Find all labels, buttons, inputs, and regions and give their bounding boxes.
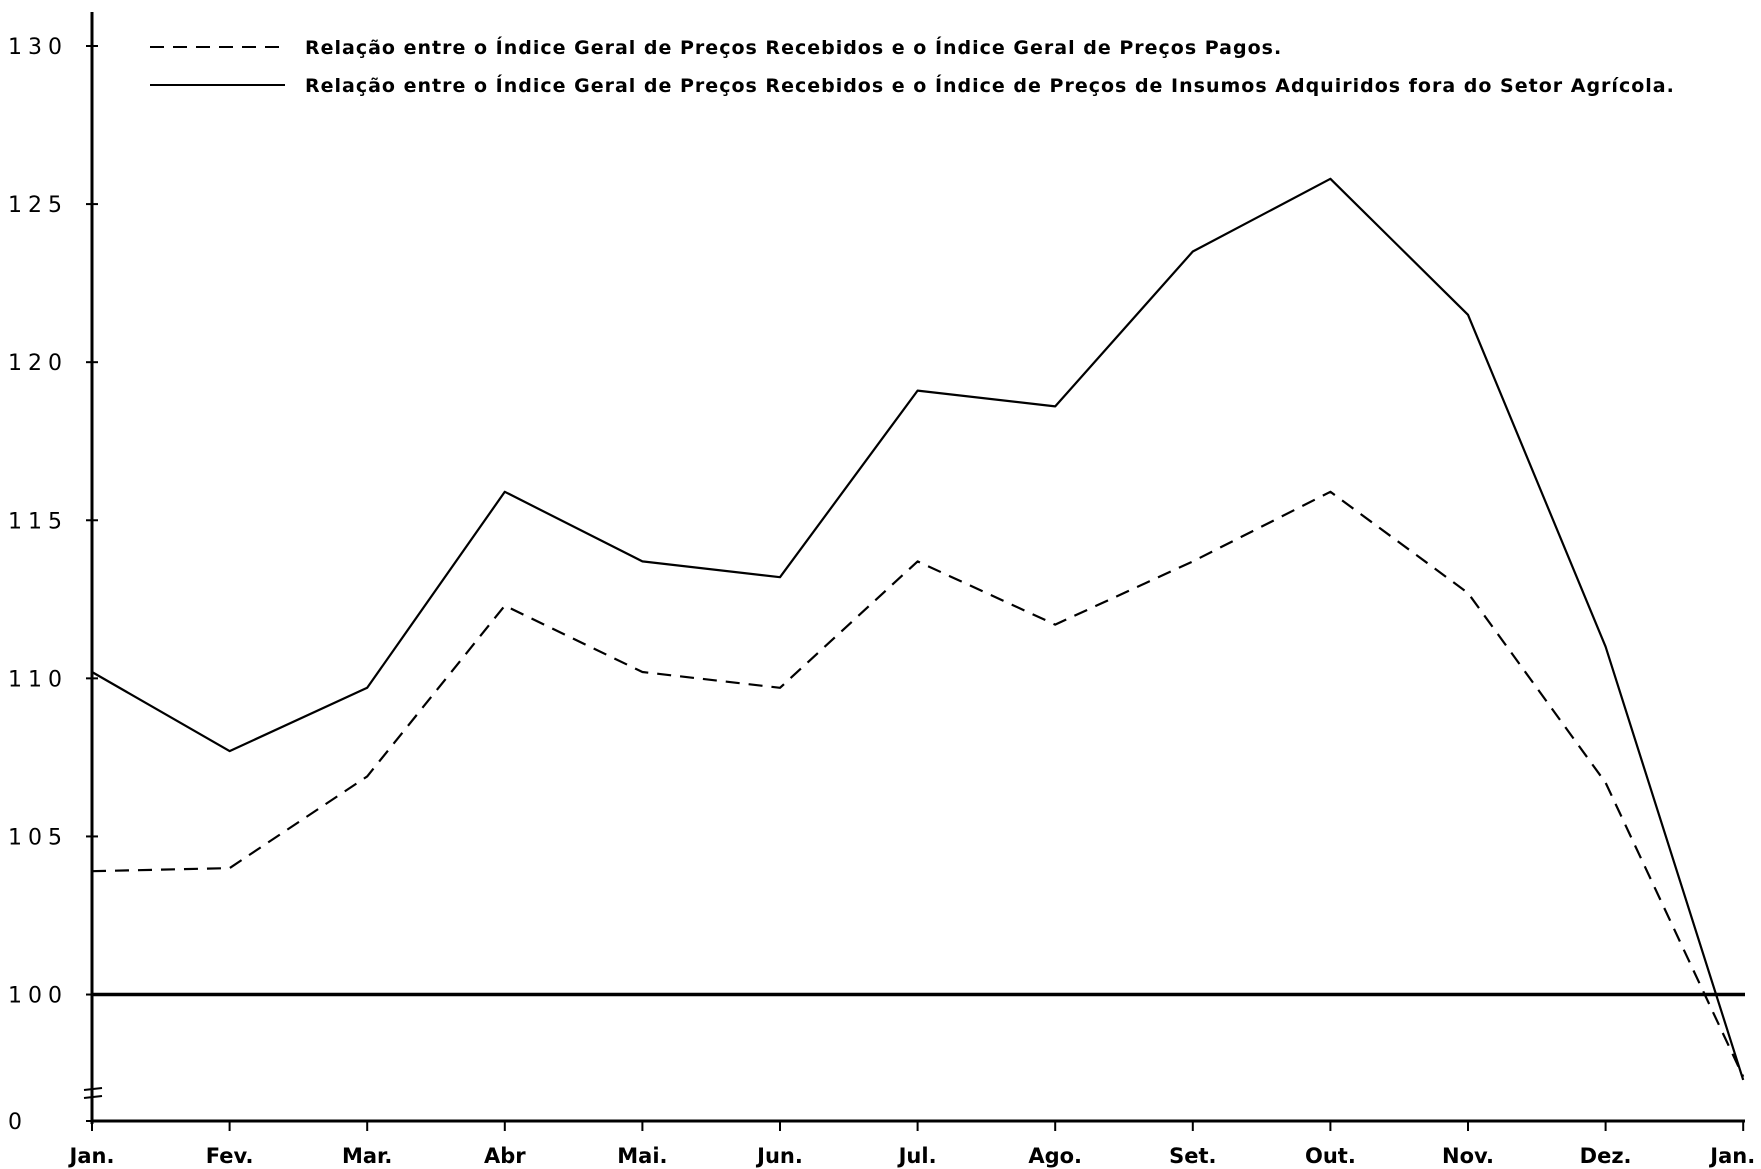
x-tick-label: Jul. <box>897 1144 937 1168</box>
x-tick-label: Jan. <box>1708 1144 1755 1168</box>
axis-break-mark <box>83 1087 103 1099</box>
x-tick-label: Out. <box>1305 1144 1356 1168</box>
y-tick-label: 100 <box>8 984 68 1009</box>
x-tick-label: Jan. <box>68 1144 115 1168</box>
y-tick-label: 130 <box>8 35 68 60</box>
x-tick-label: Jun. <box>755 1144 803 1168</box>
y-tick-label: 105 <box>8 825 68 850</box>
x-tick-labels: Jan. Fev. Mar. Abr Mai. Jun. Jul. Ago. Set. Out. N… <box>68 1144 1756 1168</box>
legend-item-dashed: Relação entre o Índice Geral de Preços R… <box>150 36 1282 59</box>
axes <box>83 12 1745 1124</box>
x-tick-label: Abr <box>484 1144 526 1168</box>
x-tick-label: Nov. <box>1442 1144 1494 1168</box>
y-tick-label: 115 <box>8 509 68 534</box>
x-tick-label: Ago. <box>1028 1144 1082 1168</box>
x-tick-label: Mar. <box>342 1144 392 1168</box>
legend-label-solid: Relação entre o Índice Geral de Preços R… <box>305 74 1675 97</box>
y-tick-labels: 0 100 105 110 115 120 125 130 <box>8 35 68 1135</box>
series-lines <box>91 177 1745 1081</box>
x-tick-label: Set. <box>1169 1144 1216 1168</box>
series-line-dashed <box>91 490 1745 1078</box>
y-tick-label: 125 <box>8 193 68 218</box>
legend-item-solid: Relação entre o Índice Geral de Preços R… <box>150 74 1675 97</box>
series-line-solid <box>91 177 1745 1081</box>
legend: Relação entre o Índice Geral de Preços R… <box>150 36 1675 97</box>
y-tick-label: 0 <box>8 1110 28 1135</box>
x-tick-marks <box>91 1121 1745 1131</box>
x-tick-label: Mai. <box>617 1144 667 1168</box>
y-tick-label: 110 <box>8 667 68 692</box>
y-tick-label: 120 <box>8 351 68 376</box>
legend-label-dashed: Relação entre o Índice Geral de Preços R… <box>305 36 1282 59</box>
x-tick-label: Fev. <box>206 1144 254 1168</box>
x-tick-label: Dez. <box>1580 1144 1632 1168</box>
